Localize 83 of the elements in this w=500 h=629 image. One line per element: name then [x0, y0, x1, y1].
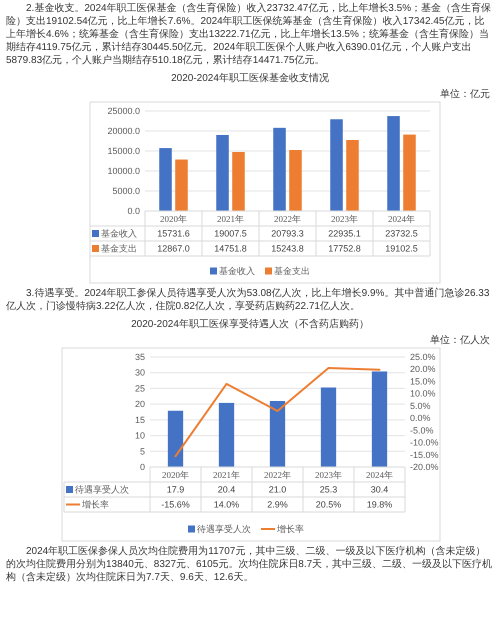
x-tick-label: 2020年	[160, 214, 187, 224]
text: 单位：亿元	[439, 88, 490, 101]
y-tick-label: 5	[140, 446, 145, 456]
data-label: 21.0	[268, 484, 286, 494]
y-tick-label: 25000.0	[107, 106, 140, 116]
legend-label: 待遇享受人次	[75, 484, 129, 494]
legend: 待遇享受人次 增长率	[188, 524, 304, 534]
bar	[218, 402, 234, 467]
y2-tick-label: 20.0%	[410, 364, 436, 374]
legend: 基金收入 基金支出	[210, 266, 310, 276]
data-label: 14751.8	[214, 244, 247, 254]
data-label: 19007.5	[214, 228, 247, 238]
bar	[216, 134, 229, 211]
x-tick-label: 2024年	[366, 470, 393, 480]
data-label: 23732.5	[385, 228, 418, 238]
y-tick-label: 30	[134, 368, 145, 378]
bar	[159, 148, 172, 211]
bar	[168, 410, 184, 467]
y2-tick-label: 25.0%	[410, 352, 436, 362]
data-label: 17.9	[166, 484, 184, 494]
data-label: 19102.5	[385, 244, 418, 254]
y-tick-label: 10000.0	[107, 166, 140, 176]
y-tick-label: 15000.0	[107, 146, 140, 156]
bar	[330, 119, 343, 211]
data-label: 30.4	[370, 484, 388, 494]
data-label: -15.6%	[161, 500, 190, 510]
data-label: 20.4	[218, 484, 236, 494]
y2-tick-label: 15.0%	[410, 376, 436, 386]
data-label: 25.3	[320, 484, 338, 494]
bar	[270, 401, 286, 467]
chart-title: 2020-2024年职工医保享受待遇人次（不含药店购药）	[130, 318, 370, 331]
data-label: 22935.1	[328, 228, 361, 238]
x-tick-label: 2020年	[162, 470, 189, 480]
y2-tick-label: -20.0%	[410, 462, 439, 472]
text: 单位：亿人次	[429, 334, 490, 347]
y2-tick-label: 0.0%	[410, 413, 431, 424]
y2-tick-label: -5.0%	[410, 425, 434, 436]
data-label: 2.9%	[267, 500, 288, 510]
x-tick-label: 2023年	[331, 214, 358, 224]
y-tick-label: 10	[134, 430, 145, 441]
data-label: 15243.8	[271, 244, 304, 254]
y-tick-label: 0.0	[127, 206, 140, 216]
bar	[372, 371, 388, 467]
y-tick-label: 20	[134, 399, 145, 410]
legend-label: 基金收入	[101, 228, 137, 238]
y2-tick-label: 5.0%	[410, 400, 431, 411]
bar	[273, 128, 286, 211]
x-tick-label: 2021年	[217, 214, 244, 224]
data-label: 20793.3	[271, 228, 304, 238]
y-tick-label: 35	[134, 352, 145, 362]
bar	[403, 134, 416, 211]
text: 增长率	[82, 500, 109, 510]
x-tick-label: 2022年	[274, 214, 301, 224]
bar	[346, 140, 359, 211]
y-tick-label: 5000.0	[112, 186, 140, 196]
x-tick-label: 2022年	[264, 470, 291, 480]
y-tick-label: 20000.0	[107, 126, 140, 136]
x-tick-label: 2023年	[315, 470, 342, 480]
bar	[289, 150, 302, 211]
bar	[175, 160, 188, 211]
y-tick-label: 15	[134, 414, 145, 425]
y-tick-label: 25	[134, 383, 145, 394]
bar	[387, 116, 400, 211]
text: 3.待遇享受。2024年职工参保人员待遇享受人次为53.08亿人次，比上年增长9.9%。其中普通门急诊26.33亿人次，门诊慢特病3.22亿人次，住院0.82亿人次，享受药店购药22.71亿人次。	[6, 287, 490, 313]
y2-tick-label: 10.0%	[410, 388, 436, 399]
text: 2024年职工医保参保人员次均住院费用为11707元，其中三级、二级、一级及以下医疗机构（含未定级）的次均住院费用分别为13840元、8327元、6105元。次均住院床日8.7天，其中三级、二级、一级及以下医疗机构（含未定级）次均住院床日为7.7天、9.6天、12.6天。	[6, 545, 494, 584]
data-label: 15731.6	[157, 228, 190, 238]
data-label: 17752.8	[328, 244, 361, 254]
x-tick-label: 2021年	[213, 470, 240, 480]
data-label: 19.8%	[366, 500, 392, 510]
data-label: 14.0%	[214, 500, 240, 510]
y2-tick-label: -15.0%	[410, 450, 439, 460]
chart-title: 2020-2024年职工医保基金收支情况	[170, 72, 330, 85]
legend-label: 基金支出	[101, 244, 137, 254]
x-tick-label: 2024年	[388, 214, 415, 224]
text: 2.基金收支。2024年职工医保基金（含生育保险）收入23732.47亿元，比上年增长3.5%；基金（含生育保险）支出19102.54亿元，比上年增长7.6%。2024年职工医保统筹基金（含生育保险）收入17342.45亿元，比上年增长4.6%；统筹基金（含生育保险）支出13222.71亿元，比上年增长13.5%；统筹基金（含生育保险）当期结存4119.75亿元，累计结存30445.50亿元。2024年职工医保个人账户收入6390.01亿元，个人账户支出5879.83亿元，个人账户当期结存510.18亿元，累计结存14471.75亿元。	[6, 2, 492, 67]
data-label: 12867.0	[157, 244, 190, 254]
data-label: 20.5%	[316, 500, 342, 510]
legend-label: 增长率	[276, 524, 304, 534]
y-tick-label: 0	[140, 462, 145, 472]
bar	[320, 387, 336, 467]
bar	[232, 152, 245, 211]
y2-tick-label: -10.0%	[410, 438, 439, 448]
